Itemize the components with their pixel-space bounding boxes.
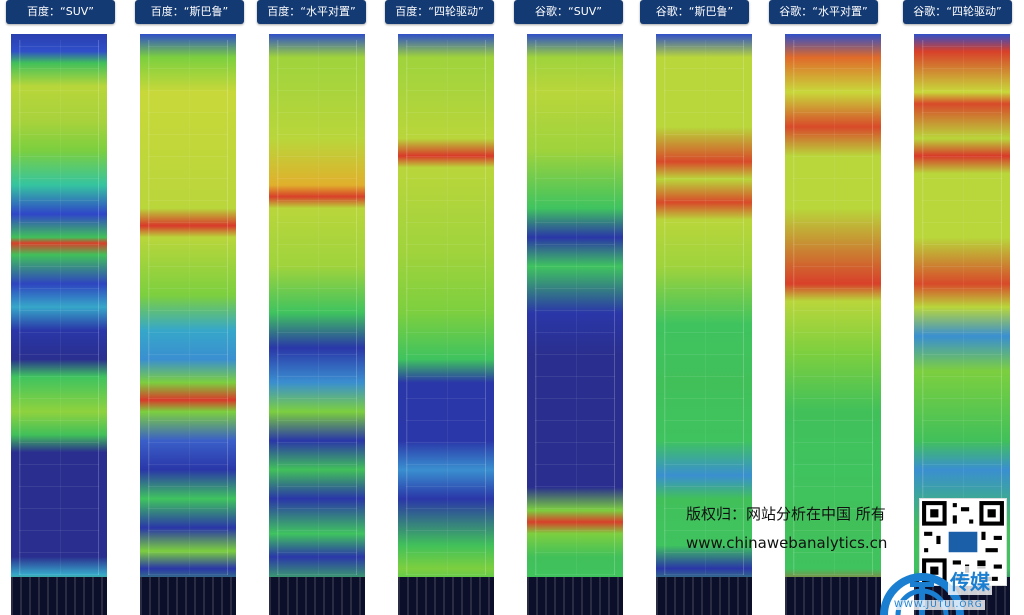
page-thumbnail (922, 40, 1002, 575)
page-thumbnail (148, 40, 228, 575)
heatmap-column-7 (914, 34, 1010, 615)
panel-label-2: 百度：“水平对置” (257, 0, 366, 24)
logo-text: 传媒 (948, 566, 992, 595)
heatmap-column-6 (785, 34, 881, 615)
logo-subtitle: WWW.JUTUI.ORG (892, 600, 985, 610)
page-footer (785, 577, 881, 615)
heatmap-column-4 (527, 34, 623, 615)
panel-label-0: 百度：“SUV” (6, 0, 115, 24)
heatmap-column-5 (656, 34, 752, 615)
page-thumbnail (277, 40, 357, 575)
heatmap-column-3 (398, 34, 494, 615)
panel-label-6: 谷歌：“水平对置” (769, 0, 878, 24)
page-footer (398, 577, 494, 615)
heatmap-column-1 (140, 34, 236, 615)
page-footer (527, 577, 623, 615)
panel-label-4: 谷歌：“SUV” (514, 0, 623, 24)
page-thumbnail (406, 40, 486, 575)
watermark-text: 版权归：网站分析在中国 所有 (686, 505, 886, 523)
panel-label-7: 谷歌：“四轮驱动” (903, 0, 1012, 24)
heatmap-column-0 (11, 34, 107, 615)
panel-label-3: 百度：“四轮驱动” (385, 0, 494, 24)
page-footer (11, 577, 107, 615)
page-footer (656, 577, 752, 615)
page-footer (140, 577, 236, 615)
page-thumbnail (793, 40, 873, 575)
watermark-url: www.chinawebanalytics.cn (686, 534, 888, 552)
heatmap-column-2 (269, 34, 365, 615)
page-thumbnail (535, 40, 615, 575)
page-thumbnail (19, 40, 99, 575)
panel-label-5: 谷歌：“斯巴鲁” (640, 0, 749, 24)
page-footer (269, 577, 365, 615)
page-thumbnail (664, 40, 744, 575)
panel-label-1: 百度：“斯巴鲁” (135, 0, 244, 24)
